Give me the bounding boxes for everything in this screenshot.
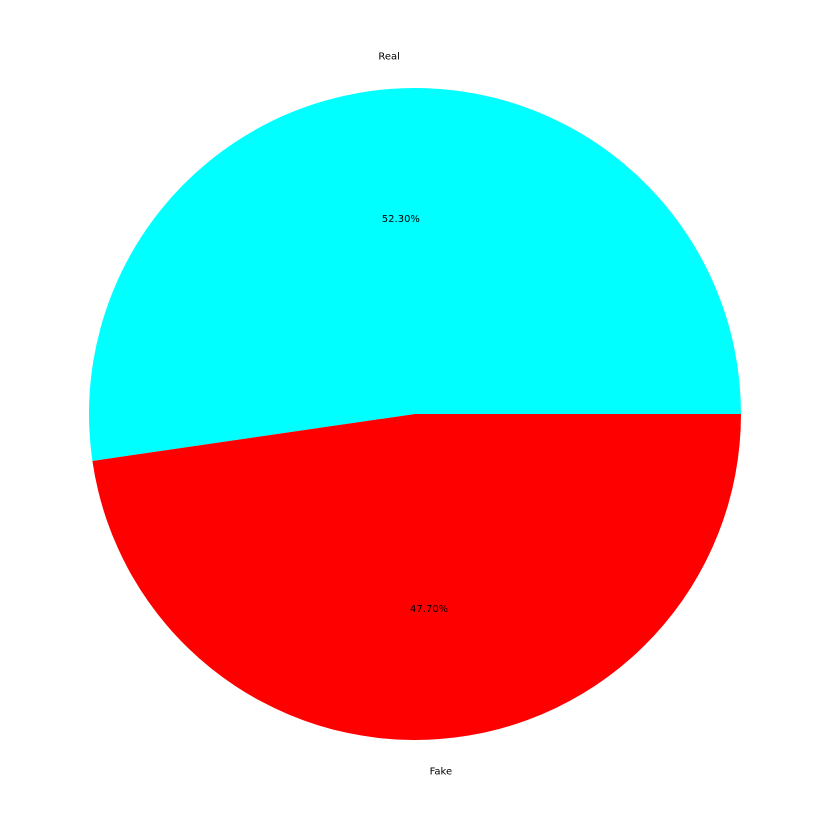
- slice-percent-fake: 47.70%: [410, 604, 448, 615]
- slice-label-fake: Fake: [430, 767, 453, 778]
- pie-labels: Real 52.30% Fake 47.70%: [378, 51, 452, 777]
- slice-label-real: Real: [378, 51, 400, 62]
- pie-slices: [89, 88, 741, 741]
- pie-slice-fake: [92, 414, 741, 741]
- pie-slice-real: [89, 88, 741, 461]
- slice-percent-real: 52.30%: [382, 214, 420, 225]
